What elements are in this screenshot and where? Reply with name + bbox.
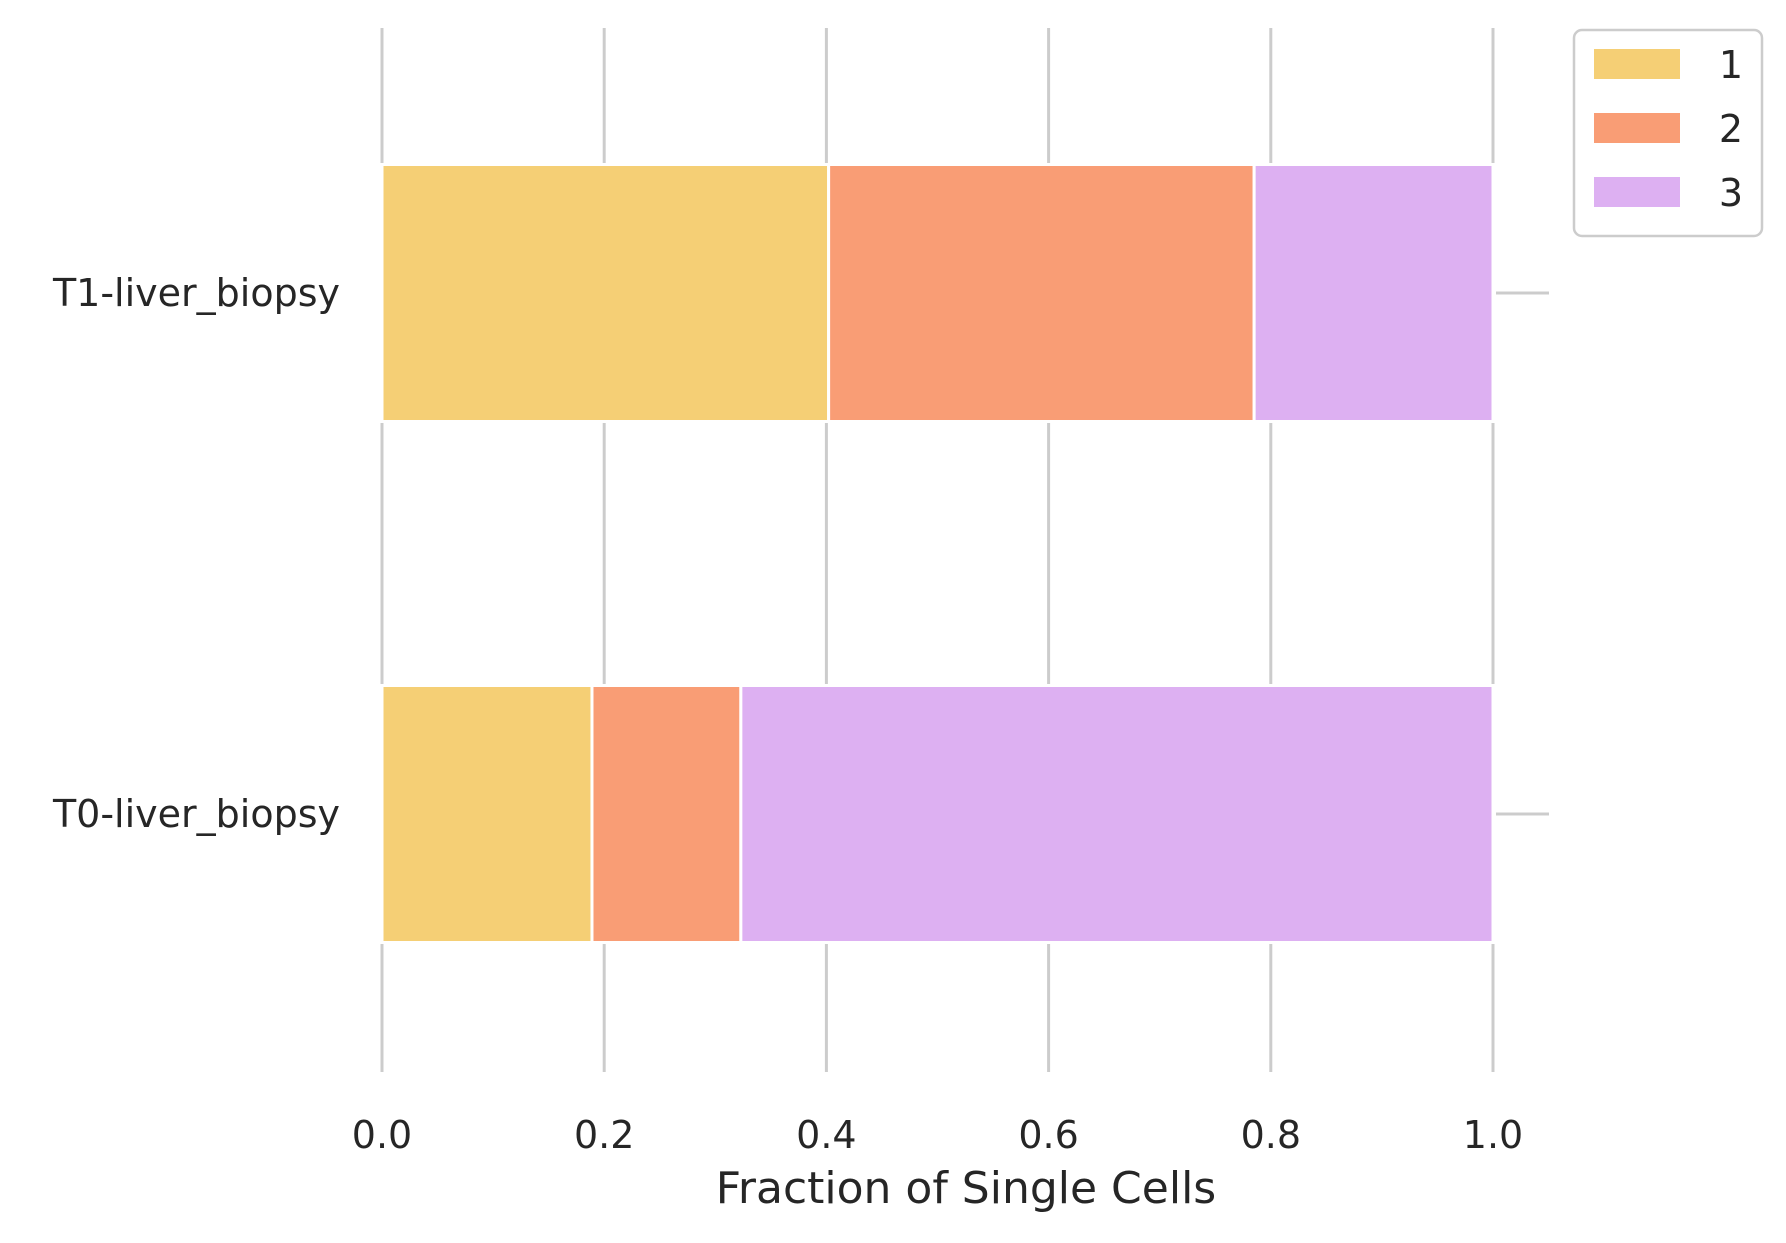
- legend-swatch-1: [1594, 49, 1680, 79]
- y-tick-labels: T1-liver_biopsy T0-liver_biopsy: [52, 271, 340, 836]
- y-tick-marks: [1496, 291, 1549, 816]
- y-tick-label: T0-liver_biopsy: [52, 792, 340, 836]
- legend: 1 2 3: [1572, 28, 1764, 238]
- x-tick-label: 0.0: [352, 1113, 412, 1157]
- legend-swatch-3: [1594, 177, 1680, 207]
- legend-swatch-2: [1594, 113, 1680, 143]
- legend-label-2: 2: [1719, 107, 1743, 151]
- bar-T1-liver_biopsy-series-3: [1252, 163, 1495, 423]
- x-tick-label: 0.6: [1018, 1113, 1078, 1157]
- x-tick-labels: 0.0 0.2 0.4 0.6 0.8 1.0: [352, 1113, 1523, 1157]
- x-axis-label: Fraction of Single Cells: [716, 1163, 1216, 1214]
- x-tick-label: 0.4: [796, 1113, 856, 1157]
- bars: [380, 163, 1495, 944]
- legend-label-1: 1: [1719, 43, 1743, 87]
- x-tick-label: 0.8: [1241, 1113, 1301, 1157]
- bar-T0-liver_biopsy-series-2: [590, 684, 743, 944]
- bar-T1-liver_biopsy-series-1: [380, 163, 831, 423]
- x-tick-label: 0.2: [574, 1113, 634, 1157]
- legend-label-3: 3: [1719, 171, 1743, 215]
- x-tick-label: 1.0: [1463, 1113, 1523, 1157]
- bar-T0-liver_biopsy-series-1: [380, 684, 594, 944]
- y-tick-label: T1-liver_biopsy: [52, 271, 340, 315]
- bar-T0-liver_biopsy-series-3: [739, 684, 1495, 944]
- bar-T1-liver_biopsy-series-2: [827, 163, 1256, 423]
